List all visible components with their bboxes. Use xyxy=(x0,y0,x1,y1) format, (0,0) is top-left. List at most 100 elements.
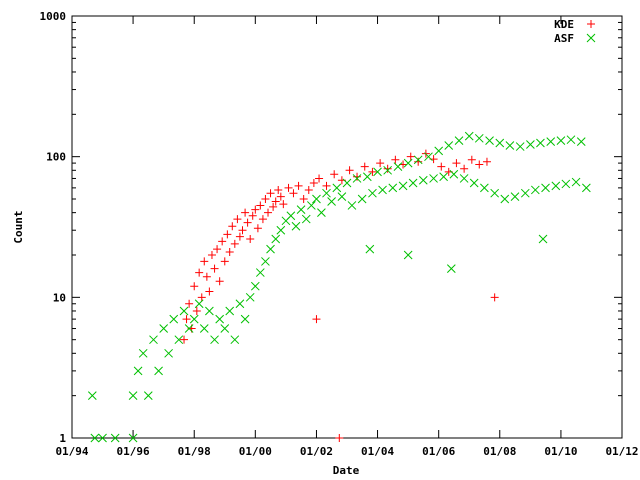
data-point xyxy=(210,335,219,345)
data-point xyxy=(490,293,499,302)
data-point xyxy=(276,192,285,201)
data-point xyxy=(515,142,525,151)
data-point xyxy=(505,141,515,150)
data-point xyxy=(536,138,545,148)
y-tick-label: 1000 xyxy=(40,10,67,23)
data-point xyxy=(337,192,347,201)
data-point xyxy=(510,192,520,201)
data-point xyxy=(353,172,362,181)
y-tick-label: 100 xyxy=(46,151,66,164)
data-point xyxy=(258,215,267,224)
data-point xyxy=(205,287,214,296)
data-point xyxy=(393,162,403,171)
data-point xyxy=(345,166,354,175)
data-point xyxy=(495,138,505,148)
data-point xyxy=(403,250,413,260)
data-point xyxy=(230,239,239,248)
data-point xyxy=(213,245,222,254)
data-point xyxy=(561,179,571,189)
data-point xyxy=(388,183,398,193)
data-point xyxy=(546,137,556,146)
data-point xyxy=(357,194,367,204)
data-point xyxy=(403,158,413,168)
data-point xyxy=(360,162,369,171)
data-point xyxy=(266,244,275,254)
x-tick-label: 01/08 xyxy=(483,445,516,458)
data-point xyxy=(230,335,240,345)
data-point xyxy=(241,208,250,217)
x-tick-label: 01/96 xyxy=(117,445,150,458)
data-point xyxy=(485,136,494,145)
data-point xyxy=(480,183,489,193)
data-point xyxy=(182,315,191,324)
data-point xyxy=(368,188,377,198)
data-point xyxy=(429,174,438,183)
data-point xyxy=(218,237,227,246)
data-point xyxy=(332,183,342,193)
data-point xyxy=(128,391,138,401)
data-point xyxy=(571,177,581,187)
data-point xyxy=(315,174,324,183)
data-point xyxy=(184,324,194,333)
data-point xyxy=(418,175,428,185)
data-point xyxy=(582,183,591,193)
data-point xyxy=(312,315,321,324)
data-point xyxy=(251,205,260,214)
data-point xyxy=(215,314,225,324)
data-point xyxy=(365,244,375,254)
data-point xyxy=(454,136,464,145)
data-point xyxy=(330,170,339,179)
data-point xyxy=(291,221,301,231)
data-point xyxy=(253,224,262,233)
legend-label-asf: ASF xyxy=(554,32,574,45)
data-point xyxy=(408,178,418,188)
y-tick-label: 1 xyxy=(59,432,66,445)
data-point xyxy=(220,324,230,333)
data-point xyxy=(459,174,469,183)
data-point xyxy=(225,306,235,316)
data-point xyxy=(289,189,298,198)
data-point xyxy=(446,264,456,273)
data-point xyxy=(159,324,169,333)
data-point xyxy=(90,433,100,443)
data-point xyxy=(414,157,423,166)
data-point xyxy=(490,188,500,198)
data-point xyxy=(299,195,308,204)
data-point xyxy=(286,211,296,221)
data-point xyxy=(228,222,237,231)
data-point xyxy=(200,257,209,266)
data-point xyxy=(197,293,206,302)
data-point xyxy=(335,434,344,442)
data-point xyxy=(174,335,184,345)
data-point xyxy=(327,197,336,206)
data-point xyxy=(312,194,321,204)
data-point xyxy=(274,185,283,194)
data-point xyxy=(520,188,530,198)
data-point xyxy=(266,189,275,198)
data-point xyxy=(225,248,234,257)
series-layer xyxy=(87,131,591,443)
data-point xyxy=(526,140,535,149)
data-point xyxy=(551,181,561,191)
data-point xyxy=(296,205,306,215)
data-point xyxy=(210,264,219,273)
data-point xyxy=(185,299,194,308)
data-point xyxy=(279,200,288,209)
data-point xyxy=(215,277,224,286)
data-point xyxy=(128,433,138,443)
data-point xyxy=(294,181,303,190)
data-point xyxy=(245,292,255,302)
data-point xyxy=(378,185,387,195)
data-point xyxy=(538,234,548,244)
data-point xyxy=(220,257,229,266)
data-point xyxy=(256,201,265,210)
data-point xyxy=(541,183,550,193)
data-point xyxy=(391,155,400,164)
y-tick-label: 10 xyxy=(53,291,66,304)
data-point xyxy=(482,157,491,166)
data-point xyxy=(189,314,199,324)
data-point xyxy=(307,201,316,210)
data-point xyxy=(133,366,143,376)
data-point xyxy=(413,155,423,165)
